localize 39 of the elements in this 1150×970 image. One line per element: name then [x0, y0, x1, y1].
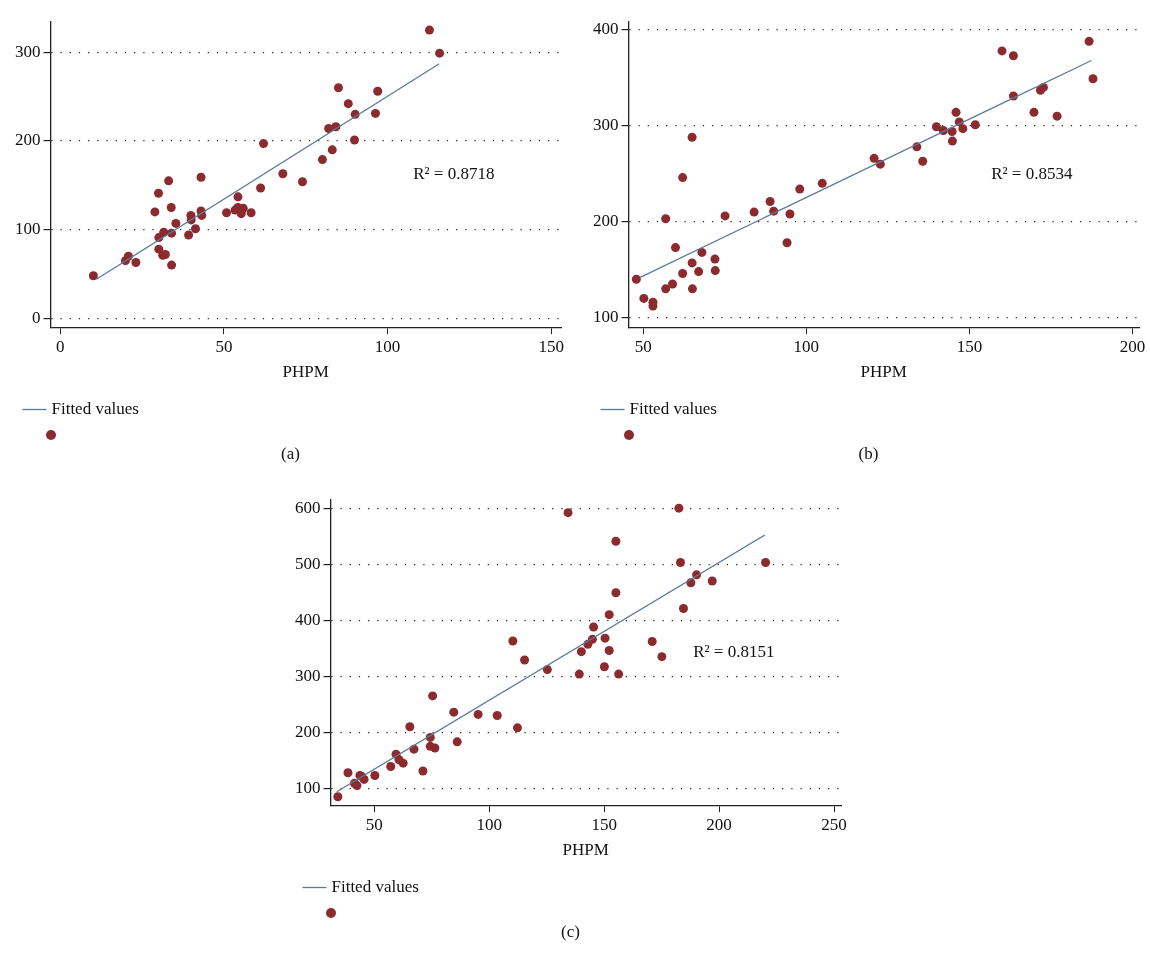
annotation: R² = 0.8534 — [991, 163, 1073, 183]
y-tick-label: 100 — [15, 219, 41, 239]
annotation: R² = 0.8718 — [413, 163, 495, 183]
y-tick-label: 300 — [295, 666, 321, 686]
x-tick-label: 200 — [1119, 336, 1146, 356]
y-tick-label: 200 — [295, 722, 321, 742]
y-tick-label: 400 — [593, 19, 619, 39]
y-tick-label: 0 — [32, 307, 41, 327]
y-tick-label: 600 — [295, 498, 321, 518]
x-tick-label: 150 — [591, 814, 617, 834]
y-tick-label: 200 — [593, 211, 619, 231]
x-tick-label: 100 — [374, 336, 401, 356]
x-tick-label: 0 — [56, 336, 65, 356]
text: (a) — [280, 444, 301, 464]
legend-label: Fitted values — [629, 398, 717, 418]
y-tick-label: 400 — [295, 610, 321, 630]
x-tick-label: 100 — [476, 814, 502, 834]
text: (b) — [857, 444, 880, 464]
x-tick-label: 150 — [538, 336, 564, 356]
x-tick-label: 150 — [956, 336, 983, 356]
x-axis-title: PHPM — [860, 362, 907, 382]
x-tick-label: 50 — [215, 336, 233, 356]
y-tick-label: 100 — [593, 307, 619, 327]
y-tick-label: 300 — [593, 115, 619, 135]
y-tick-label: 100 — [295, 778, 321, 798]
y-tick-label: 300 — [15, 41, 41, 61]
y-tick-label: 500 — [295, 554, 321, 574]
x-axis-title: PHPM — [562, 840, 609, 860]
x-tick-label: 50 — [365, 814, 383, 834]
x-tick-label: 100 — [793, 336, 820, 356]
legend-label: Fitted values — [51, 398, 139, 418]
x-tick-label: 250 — [821, 814, 847, 834]
x-tick-label: 200 — [706, 814, 732, 834]
annotation: R² = 0.8151 — [693, 641, 775, 661]
x-tick-label: 50 — [634, 336, 652, 356]
legend-label: Fitted values — [331, 876, 419, 896]
y-tick-label: 200 — [15, 130, 41, 150]
x-axis-title: PHPM — [282, 362, 329, 382]
text: (c) — [560, 922, 581, 942]
